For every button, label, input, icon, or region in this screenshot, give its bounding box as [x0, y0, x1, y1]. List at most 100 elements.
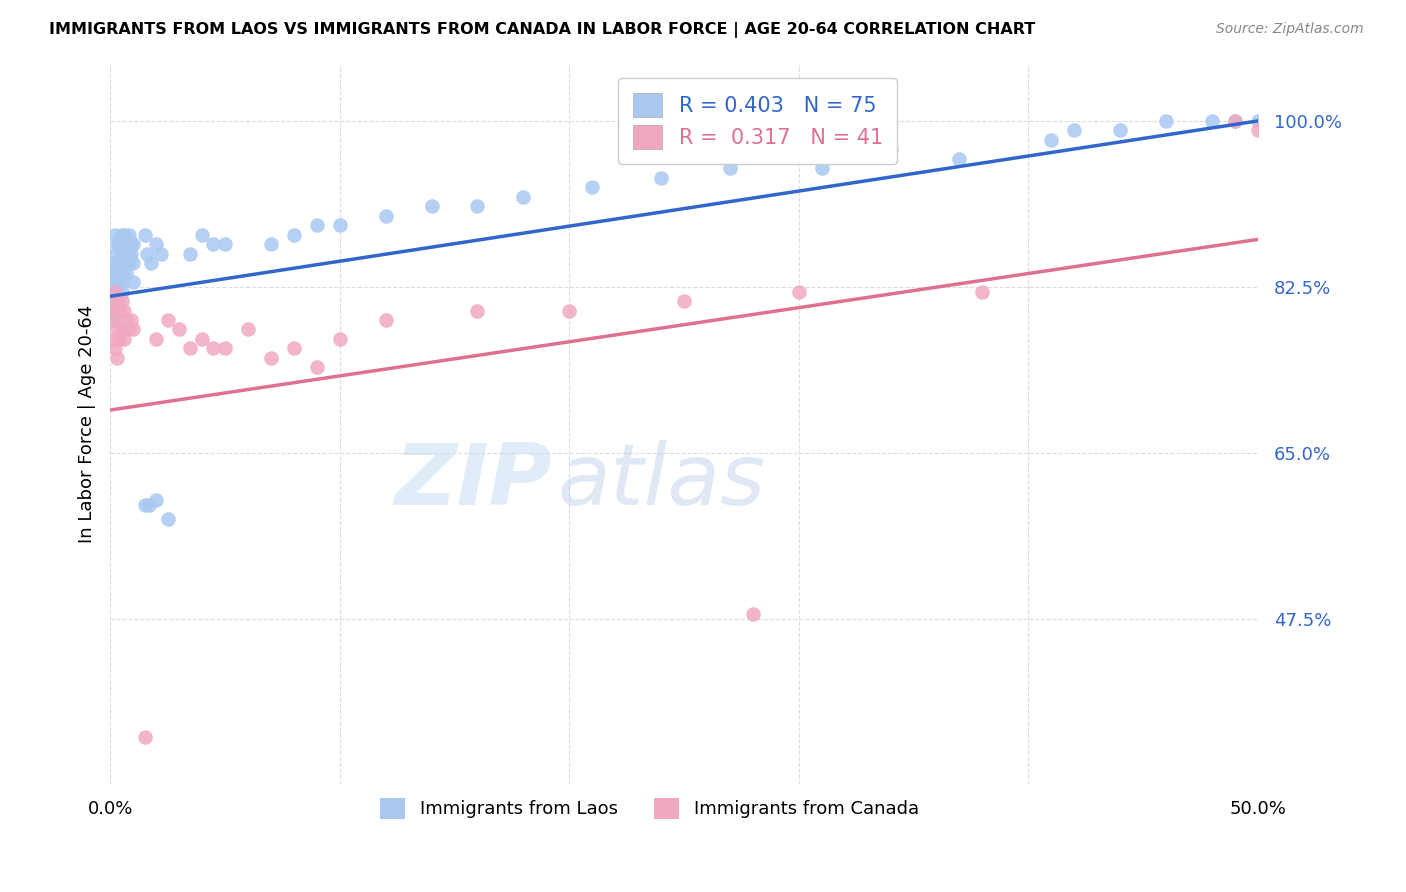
Point — [105, 275, 128, 289]
Point — [104, 342, 127, 356]
Point — [1223, 114, 1246, 128]
Point — [122, 322, 145, 336]
Point — [104, 246, 127, 260]
Point — [145, 332, 167, 346]
Point — [101, 285, 124, 299]
Point — [202, 342, 225, 356]
Point — [108, 275, 131, 289]
Point — [179, 246, 201, 260]
Point — [104, 303, 127, 318]
Point — [135, 246, 157, 260]
Point — [202, 237, 225, 252]
Point — [104, 293, 127, 308]
Point — [191, 332, 214, 346]
Point — [112, 256, 135, 270]
Point — [145, 493, 167, 508]
Point — [283, 342, 305, 356]
Point — [1223, 114, 1246, 128]
Point — [260, 351, 283, 365]
Point — [105, 322, 128, 336]
Point — [467, 303, 489, 318]
Point — [156, 313, 179, 327]
Point — [105, 293, 128, 308]
Point — [111, 322, 134, 336]
Point — [105, 237, 128, 252]
Point — [741, 607, 763, 621]
Point — [305, 218, 328, 232]
Legend: Immigrants from Laos, Immigrants from Canada: Immigrants from Laos, Immigrants from Ca… — [373, 790, 927, 826]
Point — [810, 161, 832, 176]
Point — [167, 322, 190, 336]
Point — [581, 180, 603, 194]
Point — [101, 332, 124, 346]
Point — [420, 199, 443, 213]
Point — [149, 246, 172, 260]
Text: Source: ZipAtlas.com: Source: ZipAtlas.com — [1216, 22, 1364, 37]
Point — [260, 237, 283, 252]
Point — [1040, 133, 1063, 147]
Point — [236, 322, 259, 336]
Point — [117, 227, 139, 242]
Point — [111, 285, 134, 299]
Point — [111, 266, 134, 280]
Point — [120, 246, 142, 260]
Point — [948, 152, 970, 166]
Point — [101, 303, 124, 318]
Point — [122, 275, 145, 289]
Point — [117, 246, 139, 260]
Point — [1154, 114, 1177, 128]
Text: ZIP: ZIP — [394, 441, 553, 524]
Point — [105, 285, 128, 299]
Point — [115, 266, 138, 280]
Point — [115, 237, 138, 252]
Y-axis label: In Labor Force | Age 20-64: In Labor Force | Age 20-64 — [79, 305, 96, 543]
Point — [101, 266, 124, 280]
Point — [972, 285, 994, 299]
Point — [104, 313, 127, 327]
Point — [305, 360, 328, 375]
Point — [374, 209, 396, 223]
Point — [512, 190, 534, 204]
Point — [105, 256, 128, 270]
Point — [1201, 114, 1223, 128]
Point — [650, 170, 672, 185]
Point — [105, 293, 128, 308]
Point — [122, 237, 145, 252]
Point — [117, 322, 139, 336]
Point — [134, 730, 156, 744]
Point — [145, 237, 167, 252]
Point — [101, 303, 124, 318]
Point — [112, 303, 135, 318]
Point — [104, 227, 127, 242]
Point — [214, 237, 236, 252]
Point — [718, 161, 741, 176]
Point — [214, 342, 236, 356]
Point — [879, 142, 901, 156]
Point — [134, 227, 156, 242]
Point — [120, 237, 142, 252]
Point — [134, 498, 156, 512]
Point — [101, 275, 124, 289]
Point — [111, 246, 134, 260]
Point — [117, 256, 139, 270]
Text: IMMIGRANTS FROM LAOS VS IMMIGRANTS FROM CANADA IN LABOR FORCE | AGE 20-64 CORREL: IMMIGRANTS FROM LAOS VS IMMIGRANTS FROM … — [49, 22, 1035, 38]
Point — [122, 256, 145, 270]
Point — [120, 313, 142, 327]
Point — [787, 285, 810, 299]
Point — [104, 266, 127, 280]
Point — [104, 285, 127, 299]
Text: atlas: atlas — [558, 441, 766, 524]
Point — [283, 227, 305, 242]
Point — [115, 313, 138, 327]
Point — [1109, 123, 1132, 137]
Point — [558, 303, 581, 318]
Point — [104, 256, 127, 270]
Point — [329, 332, 352, 346]
Point — [101, 313, 124, 327]
Point — [141, 256, 163, 270]
Point — [108, 237, 131, 252]
Point — [1063, 123, 1085, 137]
Point — [179, 342, 201, 356]
Point — [108, 256, 131, 270]
Point — [138, 498, 160, 512]
